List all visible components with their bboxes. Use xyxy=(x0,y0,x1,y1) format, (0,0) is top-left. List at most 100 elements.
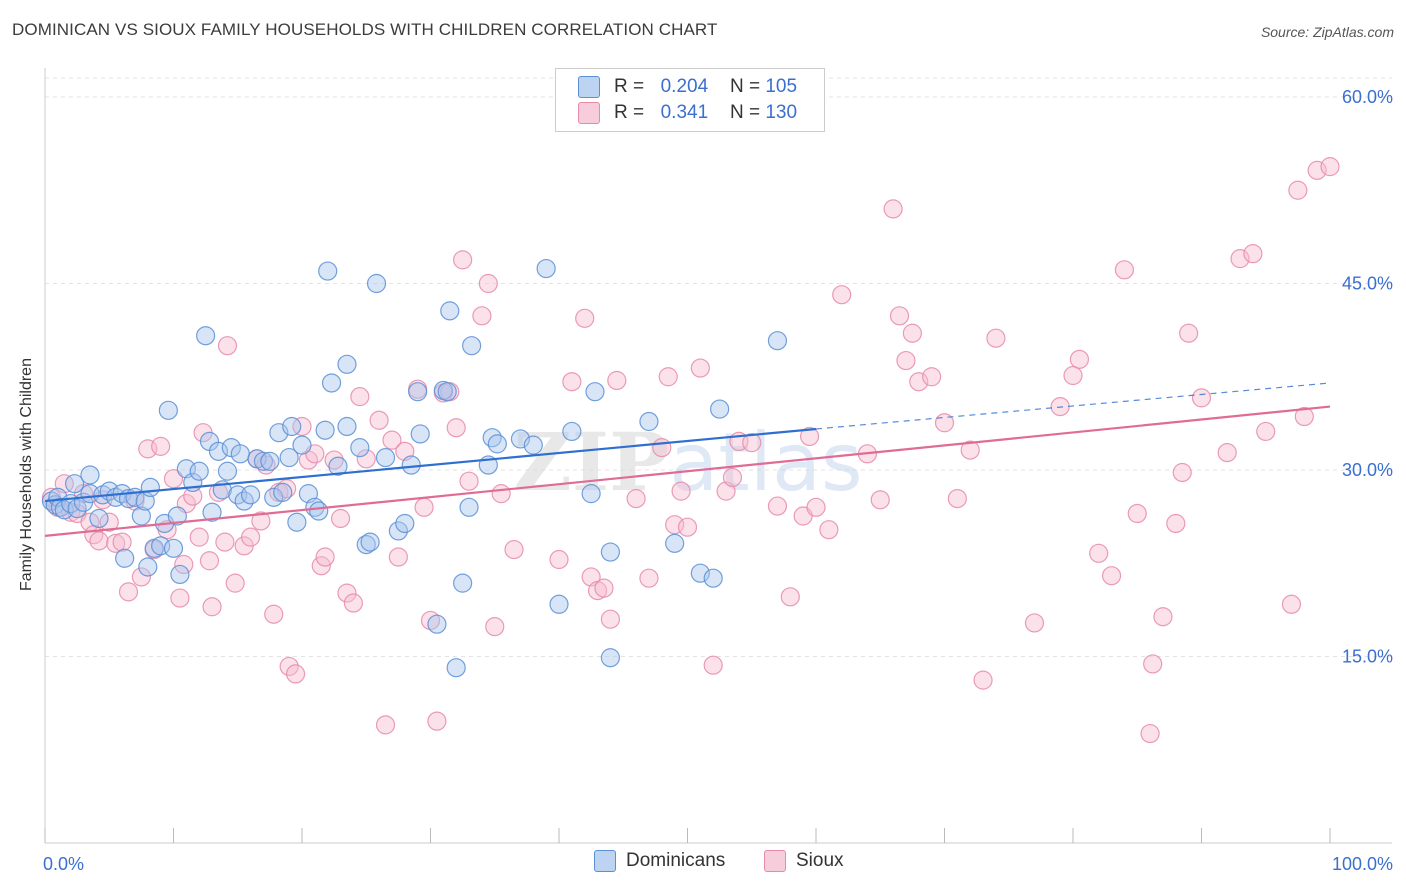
sioux-point xyxy=(986,328,1006,348)
dominican-point xyxy=(600,648,621,668)
dominican-point xyxy=(241,485,261,505)
dominican-point xyxy=(253,451,274,471)
sioux-point xyxy=(350,387,370,407)
legend-n-value: 105 xyxy=(765,76,798,97)
sioux-point xyxy=(199,551,220,571)
dominican-point xyxy=(279,447,299,468)
sioux-point xyxy=(414,497,434,517)
source-label: Source: ZipAtlas.com xyxy=(1260,24,1394,40)
stats-legend: R = 0.204 N = 105 R = 0.341 N = 130 xyxy=(555,68,825,132)
sioux-point xyxy=(549,549,569,570)
sioux-point xyxy=(1127,503,1147,524)
sioux-point xyxy=(337,583,357,603)
dominican-point xyxy=(315,420,335,440)
legend-swatch-dominicans xyxy=(594,850,616,872)
dominican-point xyxy=(437,382,457,402)
sioux-point xyxy=(1166,513,1186,534)
sioux-point xyxy=(909,372,929,392)
legend-item-sioux[interactable]: Sioux xyxy=(764,850,844,872)
sioux-point xyxy=(118,582,139,602)
dominican-point xyxy=(408,382,428,402)
sioux-point xyxy=(652,438,672,458)
dominican-point xyxy=(462,336,482,356)
dominican-point xyxy=(401,455,421,475)
sioux-point xyxy=(1172,462,1192,483)
sioux-point xyxy=(1024,613,1045,633)
sioux-point xyxy=(575,308,595,328)
dominican-point xyxy=(350,438,370,458)
y-tick-label: 60.0% xyxy=(1342,87,1393,107)
sioux-point xyxy=(1281,594,1302,614)
sioux-point xyxy=(279,656,299,677)
sioux-point xyxy=(799,426,820,447)
dominican-point xyxy=(292,435,312,455)
sioux-point xyxy=(883,199,903,219)
sioux-point xyxy=(217,336,238,356)
dominican-point xyxy=(703,568,723,588)
dominican-point xyxy=(440,301,460,321)
legend-item-dominicans[interactable]: Dominicans xyxy=(594,850,725,872)
sioux-point xyxy=(1069,349,1090,369)
dominican-point xyxy=(163,538,184,558)
dominican-point xyxy=(581,484,601,504)
x-tick-label: 0.0% xyxy=(43,854,84,874)
dominican-point xyxy=(202,502,222,522)
sioux-point xyxy=(600,609,621,629)
sioux-point xyxy=(189,527,209,547)
dominican-point xyxy=(196,326,216,346)
dominican-point xyxy=(260,451,280,471)
sioux-point xyxy=(1217,442,1237,463)
sioux-point xyxy=(446,418,466,438)
sioux-point xyxy=(1256,421,1276,442)
dominican-point xyxy=(549,594,569,614)
sioux-point xyxy=(1243,244,1263,264)
dominican-point xyxy=(230,444,250,464)
legend-row-sioux: R = 0.341 N = 130 xyxy=(578,101,797,125)
sioux-point xyxy=(896,350,916,371)
sioux-point xyxy=(472,306,492,326)
sioux-point xyxy=(639,568,659,588)
dominican-point xyxy=(482,428,502,448)
sioux-point xyxy=(973,670,993,690)
sioux-point xyxy=(375,715,396,735)
sioux-point xyxy=(264,604,284,624)
sioux-point xyxy=(1114,260,1135,280)
sioux-point xyxy=(1294,406,1314,427)
dominican-point xyxy=(585,382,605,402)
dominican-point xyxy=(167,506,187,526)
sioux-point xyxy=(131,567,151,587)
legend-label-sioux: Sioux xyxy=(796,850,844,871)
sioux-point xyxy=(215,532,235,552)
legend-n-label: N = xyxy=(729,102,761,123)
legend-r-label: R = xyxy=(614,102,645,123)
y-tick-label: 15.0% xyxy=(1342,647,1393,667)
y-tick-label: 45.0% xyxy=(1342,274,1393,294)
watermark: ZIPatlas xyxy=(513,415,862,509)
legend-r-label: R = xyxy=(614,76,645,97)
dominican-point xyxy=(536,258,556,279)
dominican-point xyxy=(282,416,302,437)
dominican-point xyxy=(710,399,730,419)
dominican-point xyxy=(446,658,466,678)
sioux-point xyxy=(478,273,498,294)
sioux-point xyxy=(356,449,376,469)
dominican-point xyxy=(140,477,160,498)
dominican-point xyxy=(665,533,685,553)
sioux-point xyxy=(960,440,980,460)
sioux-point xyxy=(151,436,171,456)
sioux-point xyxy=(174,554,194,575)
sioux-point xyxy=(690,358,710,378)
sioux-point xyxy=(1063,365,1083,386)
dominican-trend-line xyxy=(44,427,817,503)
sioux-point xyxy=(491,484,511,504)
dominican-point xyxy=(131,506,151,526)
legend-n-label: N = xyxy=(729,76,761,97)
dominican-point xyxy=(217,461,238,481)
dominican-point xyxy=(328,456,348,476)
sioux-point xyxy=(485,617,505,637)
sioux-point xyxy=(427,711,447,731)
sioux-point xyxy=(870,490,890,510)
sioux-point xyxy=(1191,388,1212,408)
sioux-point xyxy=(703,655,723,675)
